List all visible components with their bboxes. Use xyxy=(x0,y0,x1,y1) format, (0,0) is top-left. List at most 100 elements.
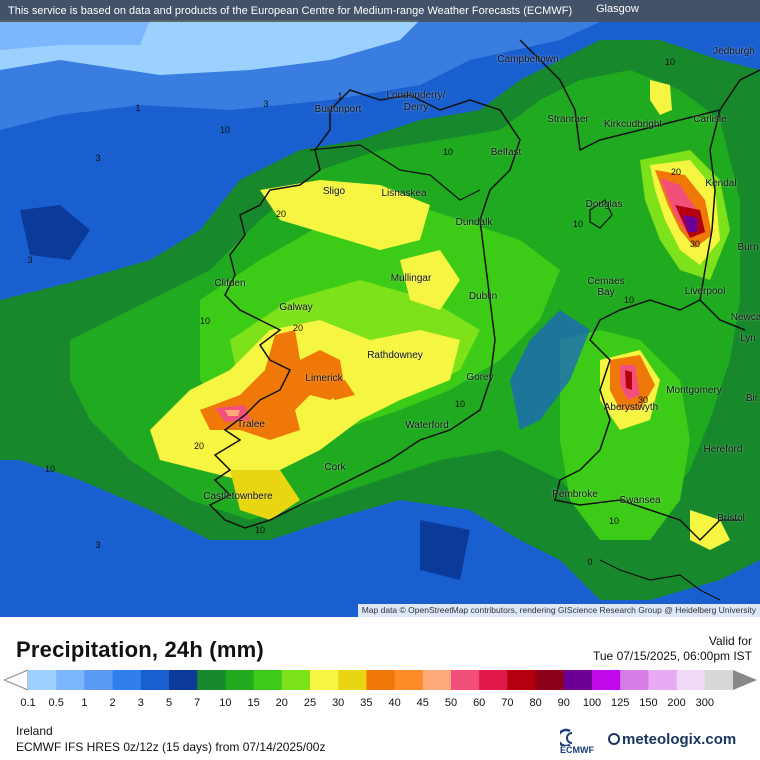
colorbar-segment xyxy=(394,670,424,690)
colorbar-segment xyxy=(535,670,565,690)
contour-value-label: 0 xyxy=(587,557,593,567)
colorbar-segment xyxy=(620,670,649,690)
contour-value-label: 10 xyxy=(219,125,231,135)
ecmwf-disclaimer-banner: This service is based on data and produc… xyxy=(0,0,760,22)
city-label: Kirkcudbright xyxy=(603,119,663,130)
colorbar-tick-label: 2 xyxy=(109,697,116,709)
colorbar-segment xyxy=(169,670,198,690)
colorbar-tick-label: 0.5 xyxy=(48,697,64,709)
colorbar-tick-label: 0.1 xyxy=(20,697,36,709)
city-label: Londonderry/ xyxy=(386,90,446,101)
colorbar-tick-label: 150 xyxy=(639,697,658,709)
colorbar-segment xyxy=(225,670,255,690)
contour-value-label: 3 xyxy=(27,255,33,265)
contour-value-label: 10 xyxy=(572,219,584,229)
contour-value-label: 3 xyxy=(95,540,101,550)
ecmwf-logo-text: ECMWF xyxy=(560,745,594,755)
colorbar-tick-label: 50 xyxy=(444,697,458,709)
colorbar-tick-label: 3 xyxy=(137,697,144,709)
contour-value-label: 30 xyxy=(637,395,649,405)
city-label: Burtonport xyxy=(314,104,362,115)
city-label: Aberystwyth xyxy=(603,402,659,413)
city-label: Burn xyxy=(737,242,759,253)
colorbar-segment xyxy=(563,670,593,690)
city-label: Hereford xyxy=(703,444,743,455)
city-label: Newca xyxy=(730,312,760,323)
contour-value-label: 20 xyxy=(275,209,287,219)
contour-value-label: 3 xyxy=(95,153,101,163)
colorbar-segment xyxy=(648,670,678,690)
region-label: Ireland xyxy=(16,724,53,738)
city-label: Waterford xyxy=(405,420,449,431)
valid-for-time: Tue 07/15/2025, 06:00pm IST xyxy=(593,649,752,663)
colorbar-segment xyxy=(479,670,508,690)
colorbar-segment xyxy=(451,670,480,690)
colorbar-tick-label: 5 xyxy=(165,697,173,709)
colorbar-tick-label: 15 xyxy=(247,697,260,709)
colorbar-segment xyxy=(310,670,339,690)
contour-value-label: 30 xyxy=(689,239,701,249)
contour-value-label: 3 xyxy=(263,99,269,109)
city-label: Clifden xyxy=(214,278,246,289)
colorbar-tick-label: 35 xyxy=(360,697,373,709)
contour-value-label: 10 xyxy=(199,316,211,326)
meteologix-logo-icon xyxy=(608,733,620,745)
colorbar-segment xyxy=(704,670,734,690)
contour-value-label: 10 xyxy=(608,516,620,526)
city-label: Gorey xyxy=(466,372,494,383)
city-label: Lyn xyxy=(740,333,756,344)
colorbar-tick-label: 1 xyxy=(81,697,88,709)
meteologix-brand[interactable]: meteologix.com xyxy=(608,731,736,748)
city-label: Kendal xyxy=(705,178,737,189)
contour-value-label: 10 xyxy=(442,147,454,157)
colorbar-tick-label: 70 xyxy=(501,697,514,709)
city-label: Jedburgh xyxy=(713,46,755,57)
colorbar-tick-label: 40 xyxy=(388,697,401,709)
colorbar-tick-label: 200 xyxy=(667,697,686,709)
contour-value-label: 10 xyxy=(254,525,266,535)
city-label: Bir xyxy=(745,393,759,404)
colorbar-segment xyxy=(112,670,142,690)
colorbar-tick-label: 7 xyxy=(194,697,201,709)
contour-value-label: 20 xyxy=(193,441,205,451)
contour-value-label: 10 xyxy=(454,399,466,409)
city-label: Dublin xyxy=(468,291,498,302)
city-label: Liverpool xyxy=(684,286,726,297)
city-label: Lisnaskea xyxy=(381,188,427,199)
colorbar-tick-label: 90 xyxy=(557,697,570,709)
precipitation-field xyxy=(0,0,760,617)
city-label: Cork xyxy=(324,462,346,473)
colorbar-segment xyxy=(366,670,396,690)
city-label: Limerick xyxy=(305,373,343,384)
colorbar-segment xyxy=(281,670,311,690)
city-label: Castletownbere xyxy=(203,491,273,502)
city-label: Sligo xyxy=(322,186,346,197)
city-label: Galway xyxy=(279,302,313,313)
city-label: Tralee xyxy=(237,419,265,430)
contour-value-label: 10 xyxy=(623,295,635,305)
city-label: Stranraer xyxy=(547,114,589,125)
colorbar-segment xyxy=(197,670,226,690)
precipitation-colorbar xyxy=(4,670,757,690)
city-label: Belfast xyxy=(490,147,522,158)
colorbar-segment xyxy=(84,670,114,690)
colorbar-tick-label: 300 xyxy=(695,697,714,709)
city-label: Bay xyxy=(597,287,615,298)
meteologix-brand-text: meteologix.com xyxy=(622,731,737,748)
city-label: Bristol xyxy=(717,513,745,524)
colorbar-segment xyxy=(507,670,537,690)
city-label: Swansea xyxy=(619,495,661,506)
map-attribution[interactable]: Map data © OpenStreetMap contributors, r… xyxy=(357,604,760,617)
colorbar-segment xyxy=(28,670,57,690)
colorbar-tick-label: 60 xyxy=(473,697,486,709)
contour-value-label: 20 xyxy=(670,167,682,177)
city-label-glasgow: Glasgow xyxy=(596,3,639,15)
city-label: Campbeltown xyxy=(497,54,559,65)
model-run-label: ECMWF IFS HRES 0z/12z (15 days) from 07/… xyxy=(16,740,326,754)
colorbar-segment xyxy=(422,670,452,690)
contour-value-label: 20 xyxy=(292,323,304,333)
valid-time: Valid for Tue 07/15/2025, 06:00pm IST xyxy=(593,634,752,664)
colorbar-segment xyxy=(253,670,283,690)
precipitation-map[interactable]: This service is based on data and produc… xyxy=(0,0,760,617)
colorbar-tick-label: 100 xyxy=(582,697,602,709)
